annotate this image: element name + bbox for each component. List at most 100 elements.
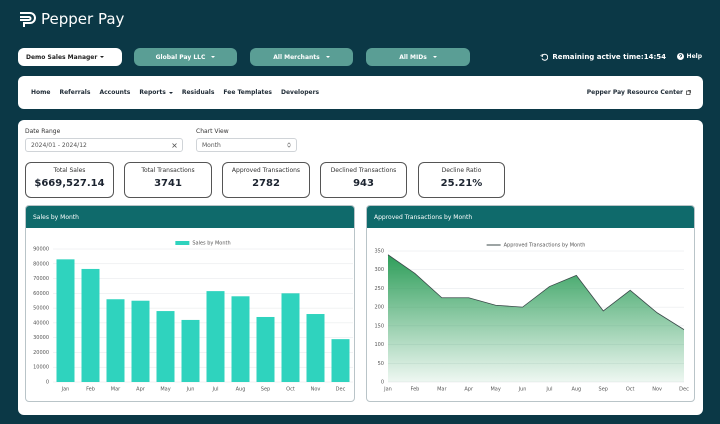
- bar: [131, 300, 150, 382]
- card-value: 25.21%: [440, 178, 483, 189]
- card-value: 2782: [252, 178, 280, 189]
- x-tick-label: Sep: [599, 387, 608, 393]
- nav-item[interactable]: Fee Templates: [223, 89, 272, 96]
- resource-link[interactable]: Pepper Pay Resource Center: [587, 89, 691, 96]
- x-tick-label: Apr: [464, 387, 474, 393]
- chart: 0 50 100 150 200 250 300 350 Approved Transactio…: [374, 243, 689, 393]
- stat-card: Approved Transactions 2782: [222, 162, 310, 198]
- nav-item: Reports: [139, 89, 166, 96]
- stat-card: Total Transactions 3741: [124, 162, 212, 198]
- bar: [231, 296, 250, 382]
- x-tick-label: Jan: [61, 387, 70, 393]
- help-icon: [676, 53, 684, 60]
- x-tick-label: Jul: [545, 387, 552, 393]
- resource-text: Pepper Pay Resource Center: [586, 89, 683, 96]
- nav-item[interactable]: Accounts: [99, 89, 131, 96]
- card-label: Approved Transactions: [231, 167, 301, 174]
- help-text: Help: [686, 53, 702, 60]
- y-tick-label: 0: [381, 380, 384, 386]
- legend-label: Sales by Month: [192, 241, 230, 247]
- nav-item[interactable]: Developers: [281, 89, 320, 96]
- x-tick-label: Mar: [437, 387, 447, 393]
- chart: 0 10000 20000 30000 40000 50000 60000 70000 8000…: [33, 241, 353, 393]
- logo-icon: [20, 12, 36, 27]
- y-tick-label: 90000: [33, 247, 49, 253]
- filter-select[interactable]: Global Pay LLC: [134, 48, 237, 66]
- x-tick-label: Nov: [311, 387, 321, 393]
- filter-select[interactable]: All Merchants: [250, 48, 353, 66]
- y-tick-label: 80000: [33, 261, 49, 267]
- content-panel: Date Range 2024/01 - 2024/12 Chart View …: [18, 120, 703, 415]
- card-label: Declined Transactions: [330, 167, 397, 174]
- y-tick-label: 20000: [33, 350, 49, 356]
- clear-icon[interactable]: [172, 142, 177, 148]
- bar: [156, 311, 175, 382]
- bar: [256, 316, 275, 382]
- external-icon: [686, 90, 691, 95]
- x-tick-label: Feb: [410, 387, 419, 393]
- date-range-value: 2024/01 - 2024/12: [31, 141, 87, 149]
- role-text: Demo Sales Manager: [26, 53, 98, 61]
- bar: [81, 268, 100, 382]
- logo: Pepper Pay: [18, 10, 124, 28]
- logo-text: Pepper Pay: [41, 10, 125, 28]
- legend-label: Approved Transactions by Month: [504, 243, 586, 249]
- y-tick-label: 40000: [33, 320, 49, 326]
- x-tick-label: Oct: [286, 387, 295, 393]
- x-tick-label: Feb: [86, 387, 95, 393]
- x-tick-label: May: [490, 387, 500, 393]
- chart-panel: Sales by Month 0 10000 20000 30000 40000 5000…: [25, 205, 355, 402]
- y-tick-label: 30000: [33, 335, 49, 341]
- session-timer: Remaining active time:14:54: [540, 53, 666, 61]
- y-tick-label: 50000: [33, 306, 49, 312]
- y-tick-label: 10000: [33, 365, 49, 371]
- x-tick-label: Jul: [211, 387, 218, 393]
- bar: [281, 293, 300, 382]
- y-tick-label: 300: [374, 267, 384, 273]
- x-tick-label: Oct: [626, 387, 635, 393]
- card-value: 3741: [154, 178, 182, 189]
- timer-icon: [540, 53, 549, 61]
- stat-card: Total Sales $669,527.14: [25, 162, 114, 198]
- chart-view-label: Chart View: [196, 128, 229, 135]
- session-label: Remaining active time:: [552, 53, 644, 61]
- bar: [181, 319, 200, 382]
- select-arrows: [287, 142, 291, 148]
- role-select[interactable]: Demo Sales Manager: [18, 48, 122, 66]
- bar: [306, 314, 325, 382]
- y-tick-label: 250: [374, 286, 384, 292]
- date-range-input[interactable]: 2024/01 - 2024/12: [25, 138, 183, 152]
- y-tick-label: 200: [374, 305, 384, 311]
- bar: [206, 291, 225, 382]
- nav-item[interactable]: Residuals: [181, 89, 215, 96]
- area-fill: [388, 254, 684, 382]
- x-tick-label: Nov: [652, 387, 662, 393]
- y-tick-label: 350: [374, 249, 384, 255]
- nav-item[interactable]: Home: [31, 89, 51, 96]
- stat-card: Declined Transactions 943: [320, 162, 407, 198]
- filter-text: Global Pay LLC: [155, 53, 206, 61]
- y-tick-label: 50: [378, 361, 384, 367]
- card-label: Total Sales: [53, 167, 86, 174]
- filter-text: All MIDs: [399, 53, 427, 61]
- x-tick-label: Jun: [518, 387, 527, 393]
- session-time: 14:54: [643, 53, 666, 61]
- filter-text: All Merchants: [273, 53, 320, 61]
- bar: [56, 259, 75, 382]
- y-tick-label: 100: [374, 342, 384, 348]
- chart-view-select[interactable]: Month: [196, 138, 297, 152]
- x-tick-label: Aug: [571, 387, 581, 393]
- legend: Approved Transactions by Month: [486, 243, 586, 249]
- x-tick-label: Jun: [186, 387, 195, 393]
- legend: Sales by Month: [175, 241, 231, 247]
- nav-item[interactable]: Referrals: [59, 89, 91, 96]
- filter-select[interactable]: All MIDs: [366, 48, 470, 66]
- x-tick-label: Dec: [336, 387, 346, 393]
- nav-bar: Home Referrals Accounts Reports Residual…: [18, 76, 703, 109]
- help-link[interactable]: Help: [676, 53, 702, 60]
- date-range-label: Date Range: [25, 128, 61, 135]
- chart-title: Sales by Month: [26, 206, 354, 228]
- x-tick-label: Mar: [111, 387, 121, 393]
- x-tick-label: Aug: [236, 387, 246, 393]
- nav-dropdown[interactable]: Reports: [139, 89, 173, 96]
